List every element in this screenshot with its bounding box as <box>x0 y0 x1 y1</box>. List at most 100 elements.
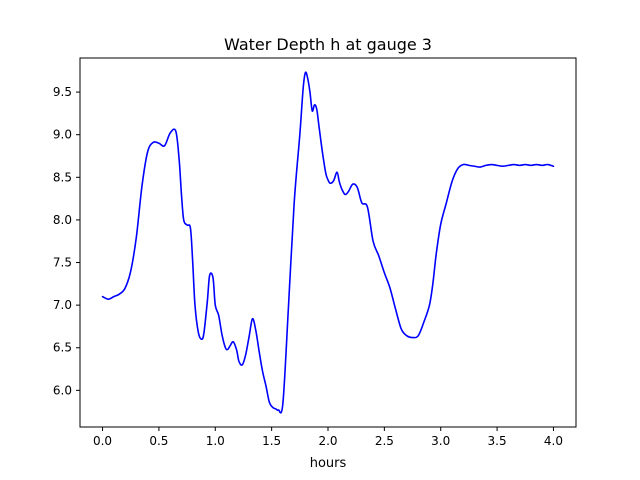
data-point <box>536 164 538 166</box>
data-point <box>268 401 270 403</box>
x-tick-label: 0.5 <box>149 434 168 448</box>
data-point <box>485 164 487 166</box>
x-axis-ticks: 0.0 0.5 1.0 1.5 2.0 2.5 3.0 3.5 4.0 <box>93 427 563 448</box>
data-point <box>490 164 492 166</box>
data-point <box>158 142 160 144</box>
x-tick-label: 3.0 <box>431 434 450 448</box>
data-point <box>474 165 476 167</box>
data-point <box>356 187 358 189</box>
y-tick-label: 9.5 <box>53 85 72 99</box>
data-point <box>440 223 442 225</box>
data-point <box>327 179 329 181</box>
data-point <box>180 193 182 195</box>
data-point <box>519 164 521 166</box>
data-point <box>118 293 120 295</box>
data-point <box>141 185 143 187</box>
x-tick-label: 1.0 <box>206 434 225 448</box>
data-point <box>524 164 526 166</box>
y-tick-label: 7.5 <box>53 256 72 270</box>
data-point <box>169 132 171 134</box>
data-point <box>318 125 320 127</box>
data-point <box>462 164 464 166</box>
data-point <box>378 255 380 257</box>
data-point <box>192 262 194 264</box>
x-axis-label: hours <box>310 456 347 471</box>
y-axis-ticks: 6.0 6.5 7.0 7.5 8.0 8.5 9.0 9.5 <box>53 85 80 397</box>
data-point <box>113 296 115 298</box>
data-point <box>241 364 243 366</box>
data-point <box>227 348 229 350</box>
data-point <box>201 338 203 340</box>
y-tick-label: 8.5 <box>53 170 72 184</box>
data-point <box>272 406 274 408</box>
data-point <box>383 272 385 274</box>
data-point <box>457 168 459 170</box>
data-point <box>352 183 354 185</box>
data-point <box>341 187 343 189</box>
x-tick-label: 4.0 <box>544 434 563 448</box>
data-point <box>212 277 214 279</box>
data-point <box>451 181 453 183</box>
data-point <box>502 165 504 167</box>
data-point <box>389 287 391 289</box>
chart-title: Water Depth h at gauge 3 <box>224 35 432 54</box>
data-point <box>366 206 368 208</box>
data-point <box>214 304 216 306</box>
data-point <box>423 321 425 323</box>
data-point <box>130 270 132 272</box>
data-point <box>275 408 277 410</box>
y-tick-label: 6.5 <box>53 341 72 355</box>
data-point <box>258 351 260 353</box>
data-point <box>265 385 267 387</box>
data-point <box>293 202 295 204</box>
data-point <box>325 172 327 174</box>
plot-frame <box>79 57 577 428</box>
data-point <box>288 304 290 306</box>
data-point <box>251 318 253 320</box>
data-point <box>262 371 264 373</box>
data-point <box>232 341 234 343</box>
x-tick-label: 3.5 <box>488 434 507 448</box>
y-tick-label: 9.0 <box>53 128 72 142</box>
data-point <box>221 334 223 336</box>
data-point <box>135 236 137 238</box>
data-point <box>189 227 191 229</box>
data-point <box>361 202 363 204</box>
data-point <box>432 283 434 285</box>
data-point <box>329 182 331 184</box>
data-point <box>178 159 180 161</box>
data-point <box>304 71 306 73</box>
data-point <box>255 330 257 332</box>
data-point <box>107 298 109 300</box>
data-point <box>513 164 515 166</box>
data-point <box>530 164 532 166</box>
data-point <box>336 171 338 173</box>
data-point <box>282 402 284 404</box>
x-tick-label: 2.5 <box>375 434 394 448</box>
data-point <box>338 181 340 183</box>
data-point <box>507 164 509 166</box>
data-point <box>372 240 374 242</box>
data-point <box>183 219 185 221</box>
data-point <box>552 165 554 167</box>
x-tick-label: 0.0 <box>93 434 112 448</box>
data-point <box>347 191 349 193</box>
series-points <box>102 71 554 411</box>
data-point <box>245 354 247 356</box>
data-point <box>206 300 208 302</box>
data-point <box>248 336 250 338</box>
data-point <box>541 164 543 166</box>
data-point <box>124 287 126 289</box>
data-point <box>194 304 196 306</box>
x-tick-label: 2.0 <box>318 434 337 448</box>
data-point <box>400 328 402 330</box>
data-point <box>321 151 323 153</box>
data-point <box>468 164 470 166</box>
data-point <box>344 193 346 195</box>
data-point <box>175 130 177 132</box>
data-point <box>302 87 304 89</box>
data-point <box>224 347 226 349</box>
x-tick-label: 1.5 <box>262 434 281 448</box>
data-point <box>412 337 414 339</box>
